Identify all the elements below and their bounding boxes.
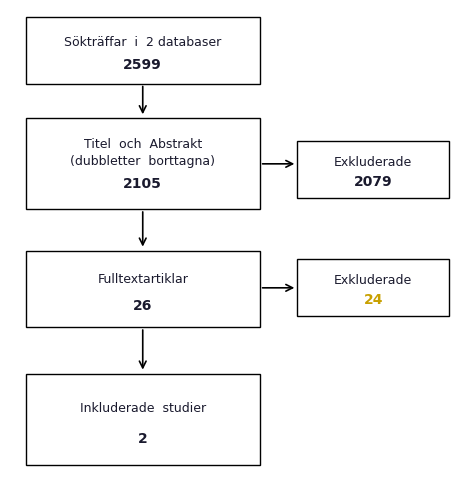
- FancyBboxPatch shape: [26, 374, 260, 465]
- Text: Fulltextartiklar: Fulltextartiklar: [97, 274, 188, 286]
- Text: Exkluderade: Exkluderade: [334, 156, 412, 169]
- FancyBboxPatch shape: [26, 118, 260, 209]
- Text: Exkluderade: Exkluderade: [334, 274, 412, 287]
- Text: 26: 26: [133, 299, 153, 313]
- Text: Titel  och  Abstrakt
(dubbletter  borttagna): Titel och Abstrakt (dubbletter borttagna…: [70, 138, 215, 168]
- Text: 2079: 2079: [354, 175, 393, 189]
- Text: Sökträffar  i  2 databaser: Sökträffar i 2 databaser: [64, 36, 221, 49]
- Text: 2105: 2105: [123, 177, 162, 190]
- FancyBboxPatch shape: [297, 259, 449, 316]
- Text: 2599: 2599: [124, 58, 162, 72]
- Text: 2: 2: [138, 432, 147, 446]
- FancyBboxPatch shape: [26, 17, 260, 84]
- FancyBboxPatch shape: [26, 251, 260, 327]
- FancyBboxPatch shape: [297, 141, 449, 198]
- Text: 24: 24: [364, 293, 383, 307]
- Text: Inkluderade  studier: Inkluderade studier: [80, 402, 206, 415]
